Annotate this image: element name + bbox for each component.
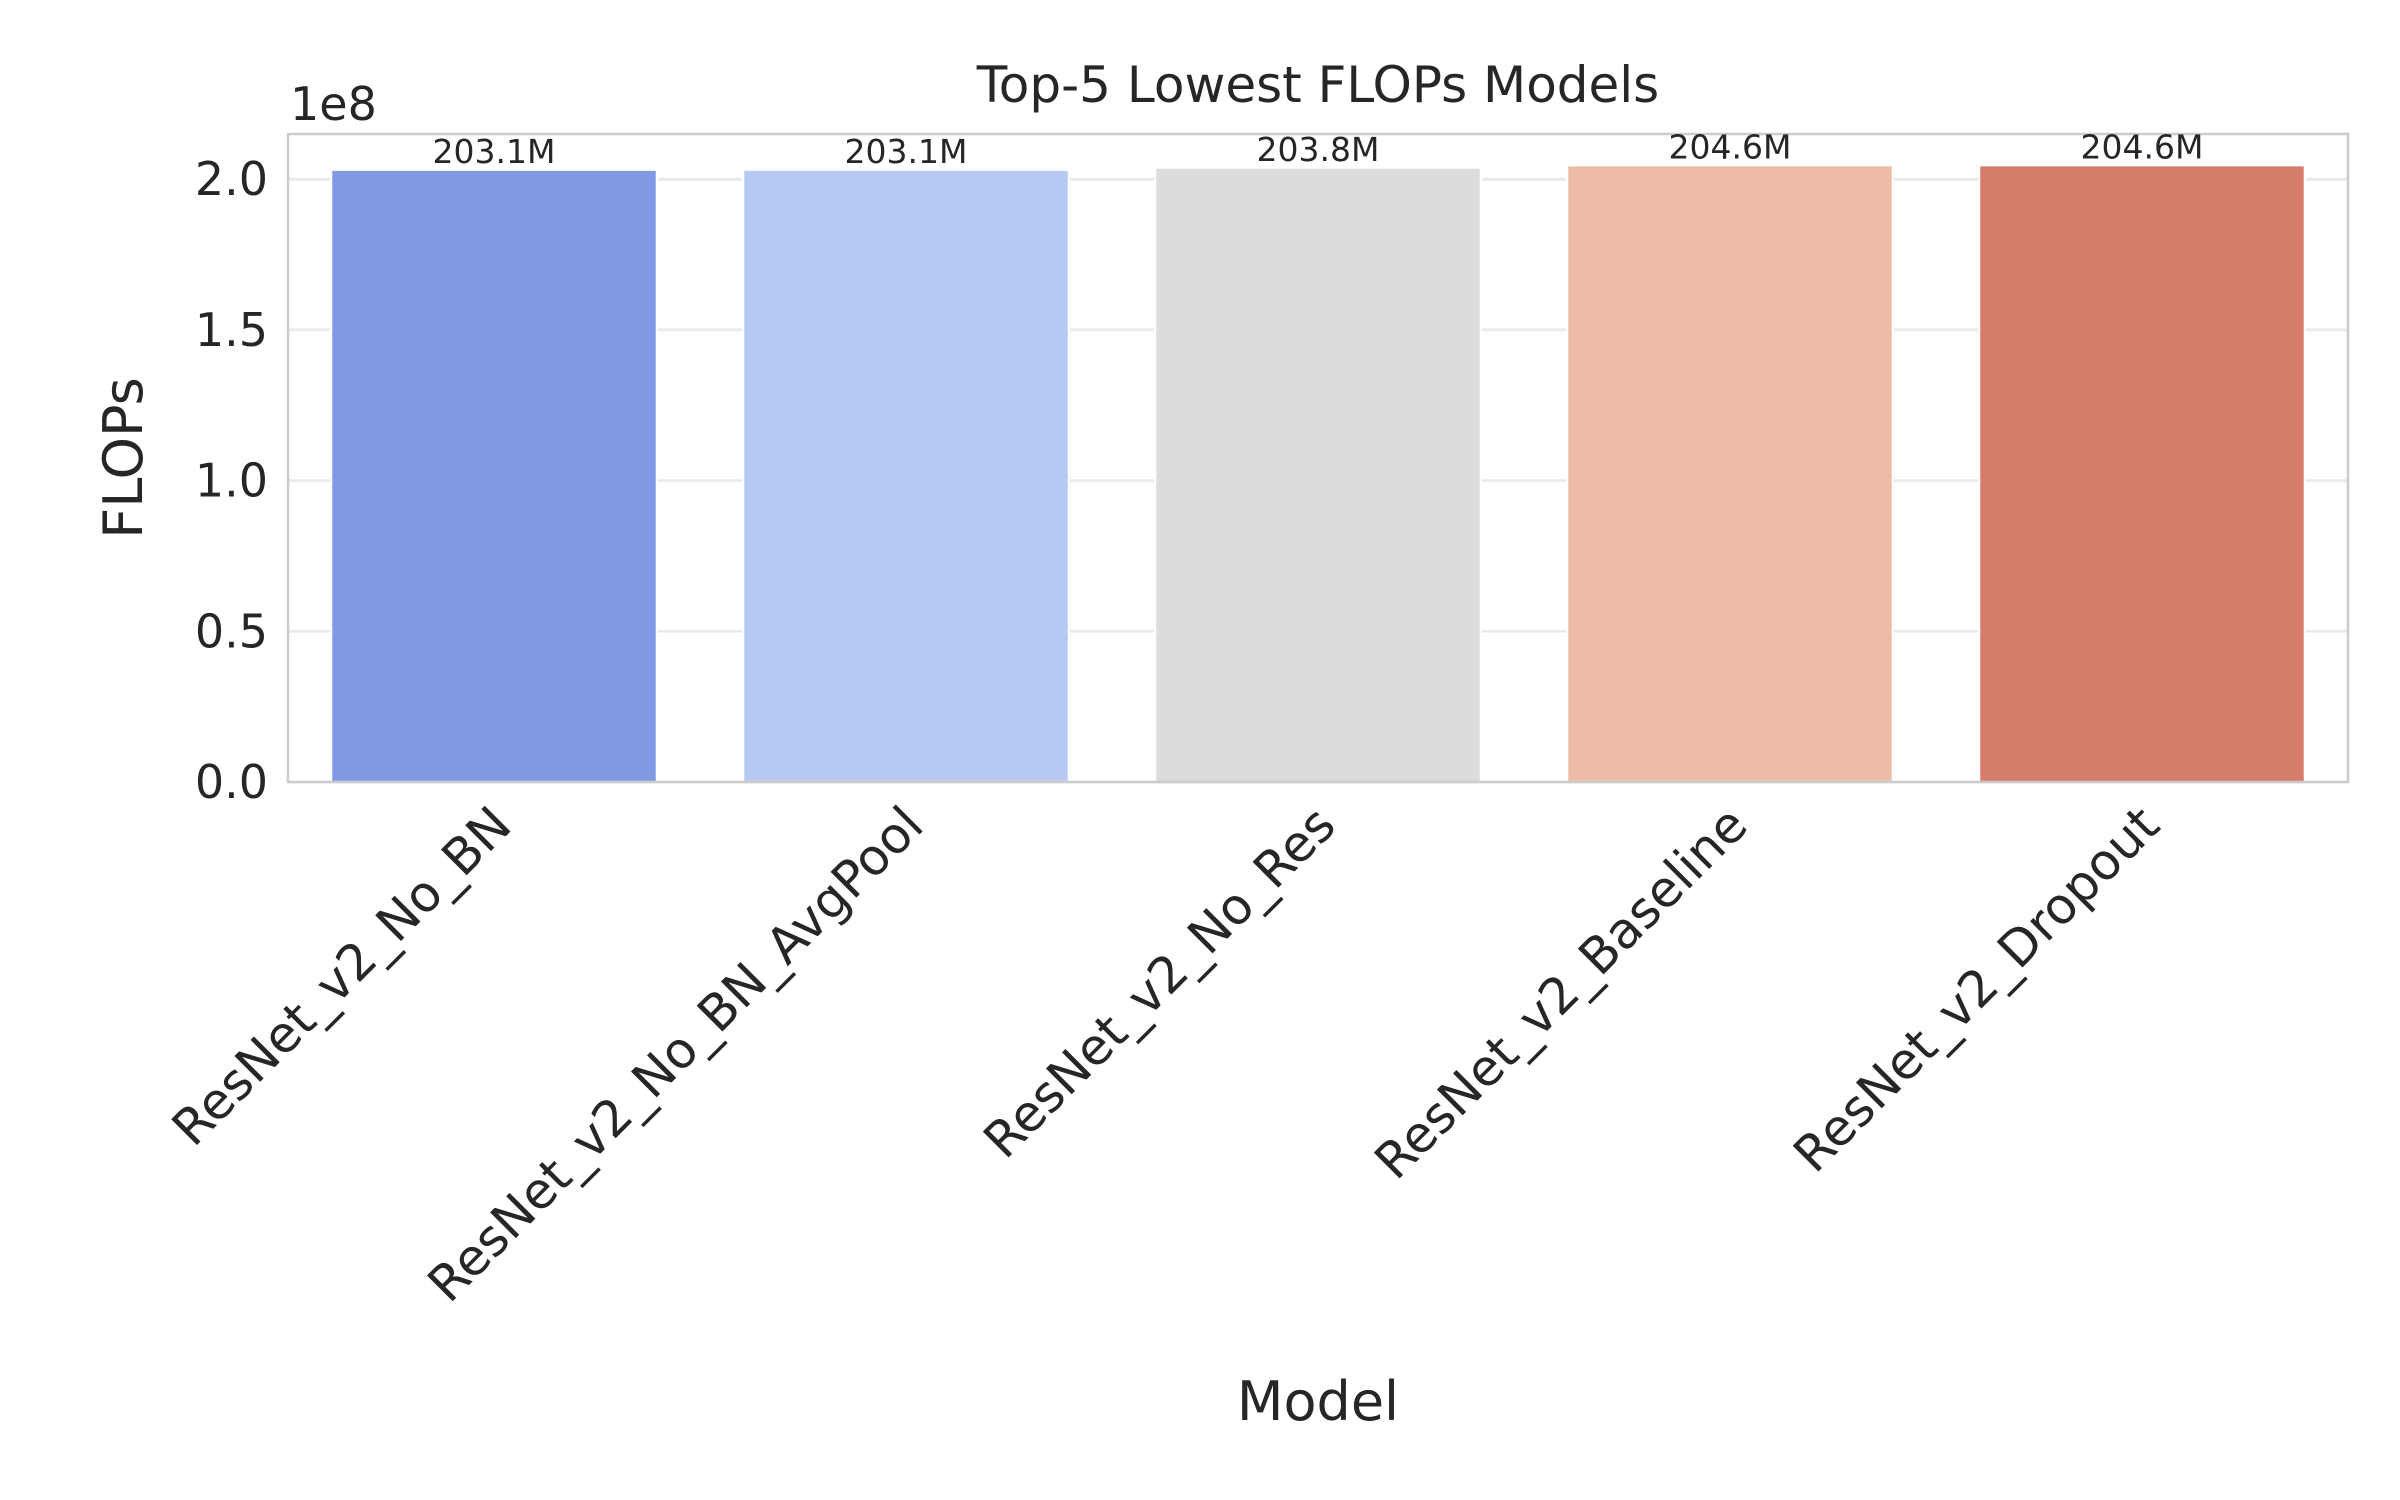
- bar: [1154, 166, 1482, 783]
- bar: [1978, 164, 2306, 784]
- bar-value-label: 203.1M: [433, 132, 556, 171]
- bar-value-label: 203.1M: [845, 132, 968, 171]
- plot-frame: [286, 132, 2350, 784]
- y-offset-label: 1e8: [290, 77, 377, 131]
- x-axis-label: Model: [1237, 1370, 1399, 1433]
- bar: [330, 168, 658, 784]
- bar: [1566, 164, 1894, 784]
- bar-value-label: 203.8M: [1257, 130, 1380, 169]
- y-tick-label: 0.0: [195, 755, 268, 809]
- chart-title: Top-5 Lowest FLOPs Models: [976, 56, 1659, 114]
- data-labels: 203.1M 203.1M 203.8M 204.6M 204.6M: [433, 127, 2204, 171]
- y-ticks: 0.0 0.5 1.0 1.5 2.0: [195, 152, 268, 809]
- bar-value-label: 204.6M: [2081, 127, 2204, 166]
- y-tick-label: 1.5: [195, 303, 268, 357]
- y-axis-label: FLOPs: [92, 377, 155, 538]
- bars: [330, 164, 2306, 784]
- y-tick-label: 1.0: [195, 454, 268, 508]
- y-tick-label: 0.5: [195, 604, 268, 658]
- bar: [742, 168, 1070, 784]
- y-tick-label: 2.0: [195, 152, 268, 206]
- bar-value-label: 204.6M: [1669, 127, 1792, 166]
